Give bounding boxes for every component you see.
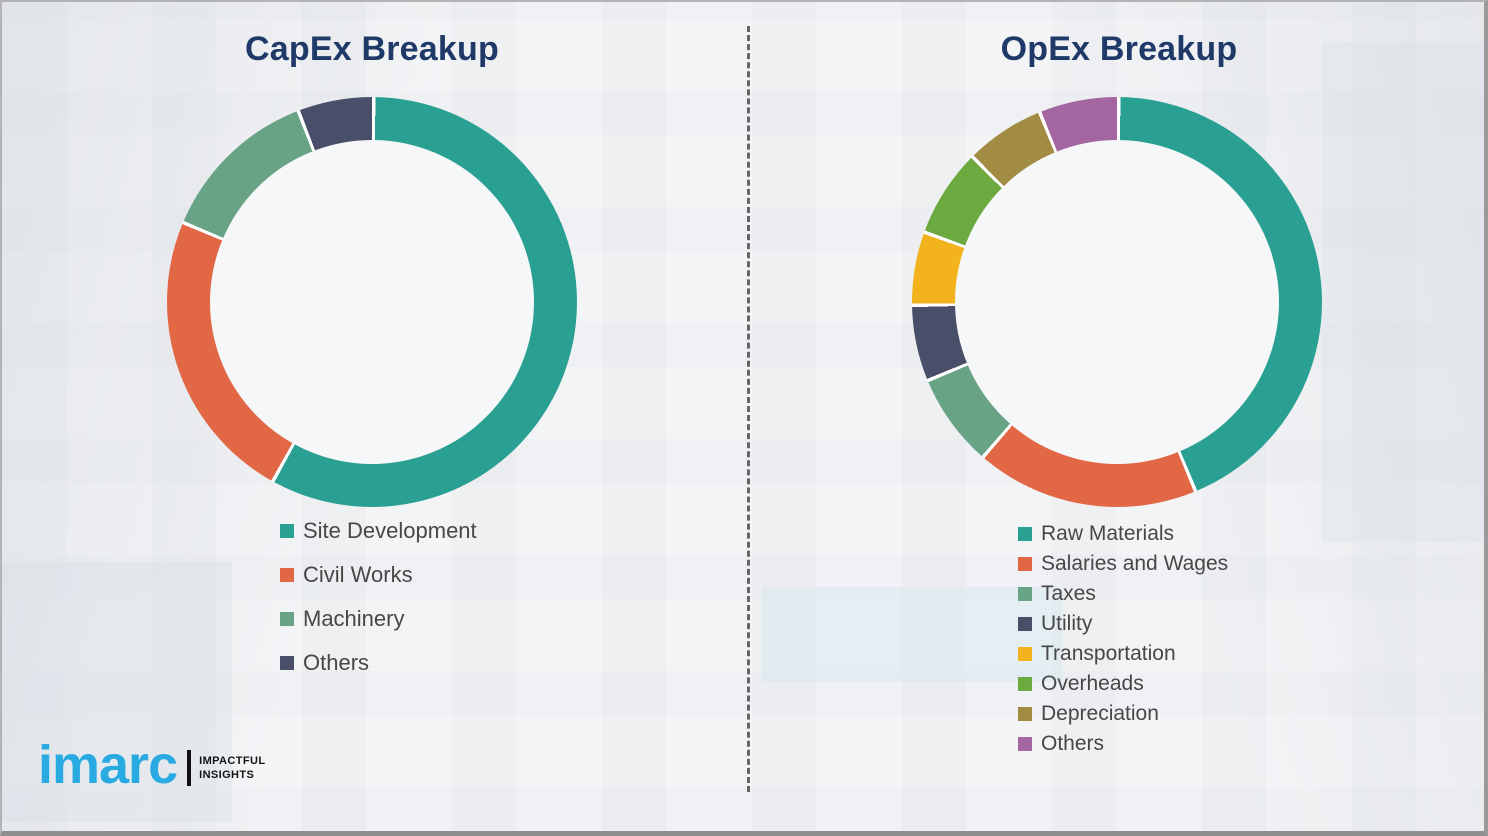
legend-swatch bbox=[280, 612, 294, 626]
legend-label: Overheads bbox=[1041, 672, 1144, 695]
capex-chart-title: CapEx Breakup bbox=[245, 30, 499, 68]
imarc-logo: imarc IMPACTFUL INSIGHTS bbox=[38, 738, 265, 792]
legend-swatch bbox=[1018, 527, 1032, 541]
imarc-tagline-line1: IMPACTFUL bbox=[199, 754, 266, 767]
imarc-tagline-line2: INSIGHTS bbox=[199, 769, 255, 781]
legend-swatch bbox=[280, 524, 294, 538]
legend-item: Site Development bbox=[280, 509, 477, 553]
legend-item: Depreciation bbox=[1018, 699, 1228, 729]
legend-label: Others bbox=[1041, 732, 1105, 755]
legend-item: Others bbox=[280, 641, 477, 685]
legend-swatch bbox=[1018, 707, 1032, 721]
legend-item: Civil Works bbox=[280, 553, 477, 597]
center-dashed-divider bbox=[747, 26, 750, 792]
legend-swatch bbox=[280, 568, 294, 582]
legend-label: Depreciation bbox=[1041, 702, 1159, 725]
legend-swatch bbox=[1018, 557, 1032, 571]
legend-label: Raw Materials bbox=[1041, 522, 1175, 545]
legend-label: Transportation bbox=[1041, 642, 1176, 665]
legend-item: Transportation bbox=[1018, 639, 1228, 669]
legend-swatch bbox=[280, 656, 294, 670]
opex-donut-hole bbox=[955, 140, 1279, 464]
legend-label: Taxes bbox=[1041, 582, 1096, 605]
legend-label: Others bbox=[303, 650, 370, 675]
legend-item: Raw Materials bbox=[1018, 519, 1228, 549]
legend-item: Taxes bbox=[1018, 579, 1228, 609]
legend-item: Overheads bbox=[1018, 669, 1228, 699]
legend-swatch bbox=[1018, 647, 1032, 661]
capex-legend: Site Development Civil Works Machinery Othe… bbox=[280, 509, 477, 685]
legend-label: Site Development bbox=[303, 518, 477, 543]
legend-label: Utility bbox=[1041, 612, 1093, 635]
legend-swatch bbox=[1018, 677, 1032, 691]
imarc-logo-text: imarc bbox=[38, 735, 178, 795]
legend-item: Others bbox=[1018, 729, 1228, 759]
legend-swatch bbox=[1018, 617, 1032, 631]
legend-item: Salaries and Wages bbox=[1018, 549, 1228, 579]
legend-label: Machinery bbox=[303, 606, 405, 631]
opex-chart-title: OpEx Breakup bbox=[1000, 30, 1238, 68]
imarc-logo-divider-bar bbox=[187, 750, 192, 786]
legend-label: Salaries and Wages bbox=[1041, 552, 1229, 575]
capex-donut-chart bbox=[167, 97, 577, 507]
legend-swatch bbox=[1018, 737, 1032, 751]
legend-item: Machinery bbox=[280, 597, 477, 641]
legend-label: Civil Works bbox=[303, 562, 413, 587]
imarc-logo-tagline: IMPACTFUL INSIGHTS bbox=[199, 754, 265, 783]
opex-donut-chart bbox=[912, 97, 1322, 507]
legend-item: Utility bbox=[1018, 609, 1228, 639]
opex-legend: Raw Materials Salaries and Wages Taxes Util… bbox=[1018, 519, 1228, 759]
legend-swatch bbox=[1018, 587, 1032, 601]
capex-donut-hole bbox=[210, 140, 534, 464]
